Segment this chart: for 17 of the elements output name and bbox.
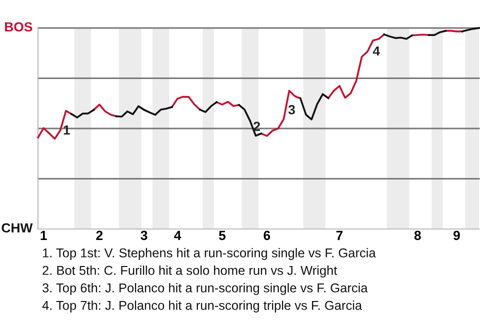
annotation: 3 [288,105,295,114]
x-tick-label: 1 [40,230,47,240]
x-tick-label: 4 [174,230,182,240]
text: 1. Top 1st: V. Stephens hit a run-scoring single vs F. Garcia [42,248,376,260]
annotation: 4 [372,46,380,56]
text: CHW [2,223,33,233]
x-tick-label: 7 [336,230,343,240]
text: 4. Top 7th: J. Polanco hit a run-scoring triple vs F. Garcia [42,300,362,312]
x-tick-label: 9 [454,230,460,240]
x-tick-label: 8 [414,230,421,240]
x-tick-label: 6 [264,230,270,240]
x-tick-label: 3 [140,230,148,240]
text: 3. Top 6th: J. Polanco hit a run-scoring single vs F. Garcia [42,283,368,295]
x-tick-label: 2 [96,230,103,240]
text: BOS [4,22,32,32]
text: 2. Bot 5th: C. Furillo hit a solo home run vs J. Wright [42,266,338,278]
x-tick-label: 5 [218,230,226,240]
